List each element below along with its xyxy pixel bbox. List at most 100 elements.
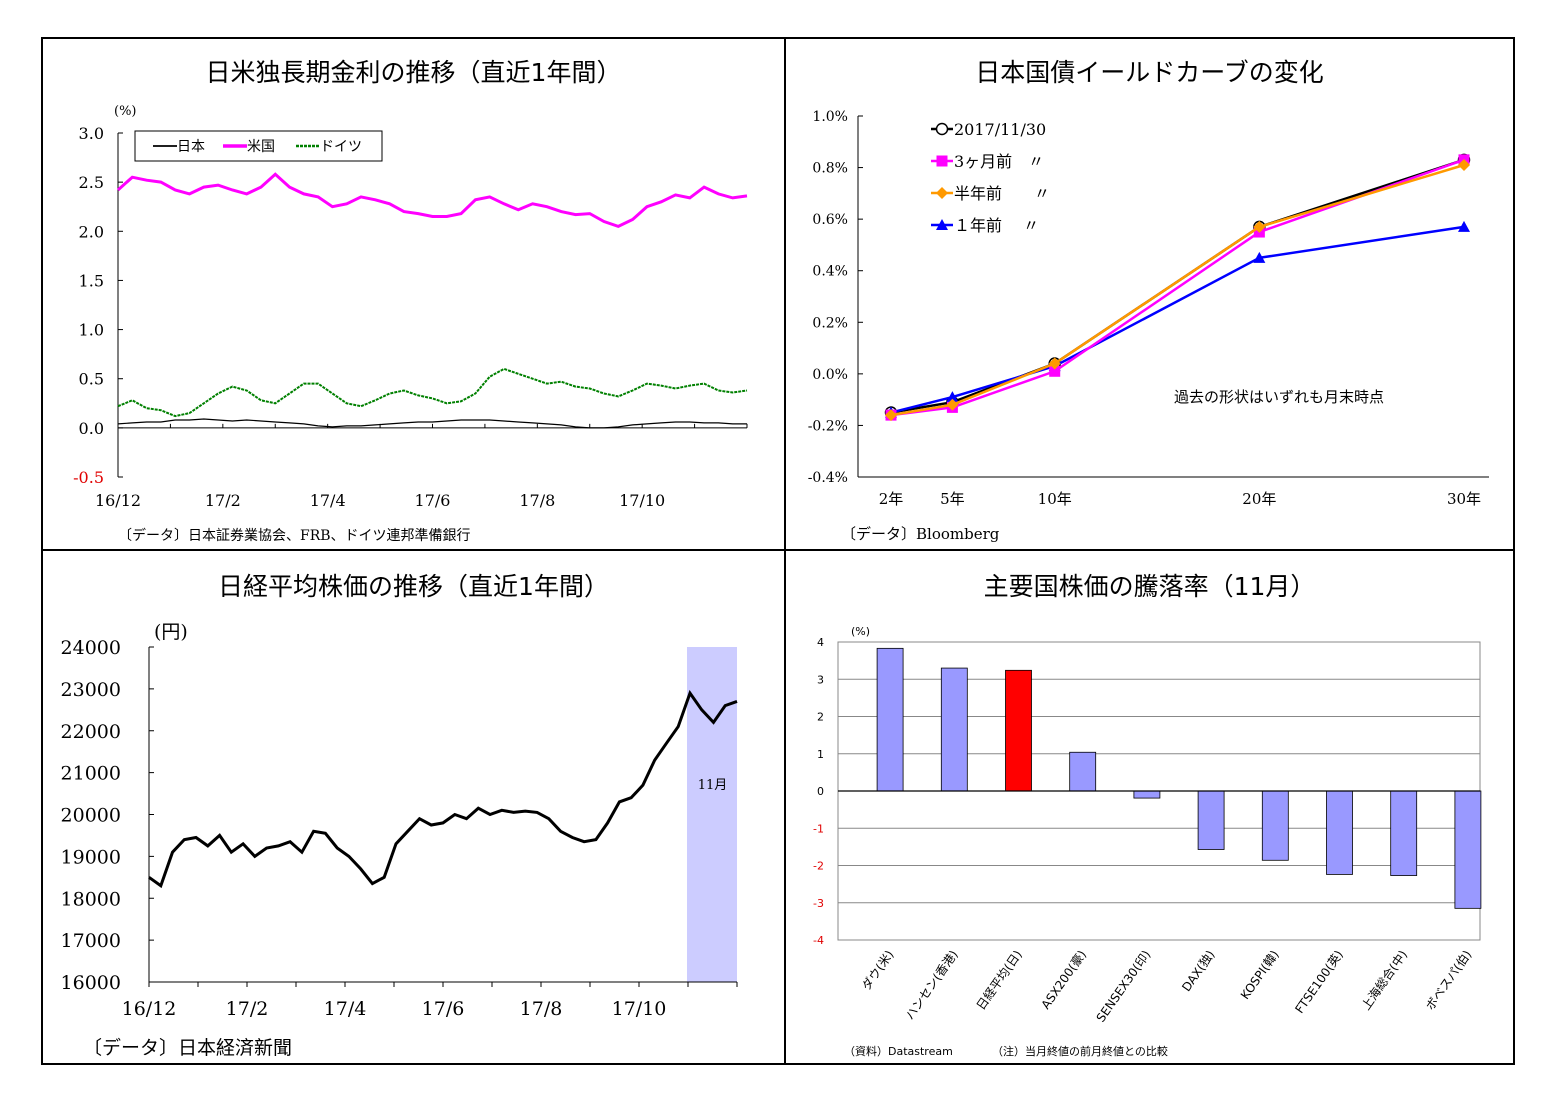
source-note-world: （資料）Datastream (844, 1045, 953, 1058)
y-tick-label: 17000 (61, 930, 121, 952)
y-tick-label: 0.0% (812, 367, 848, 383)
y-tick-label: 0.8% (812, 161, 848, 177)
data-point (885, 409, 897, 422)
x-tick-label: 10年 (1038, 490, 1072, 508)
x-tick-label: 17/6 (415, 491, 451, 510)
y-tick-label: -0.2% (808, 418, 848, 434)
y-tick-label: 24000 (61, 637, 121, 659)
legend-label: 3ヶ月前 〃 (954, 152, 1044, 171)
y-tick-label: 0.5 (79, 370, 104, 389)
x-tick-label: 17/2 (226, 998, 269, 1020)
y-tick-label: 19000 (61, 846, 121, 868)
y-tick-label: 21000 (61, 763, 121, 785)
y-unit-label: (%) (851, 625, 870, 638)
y-tick-label: 0.4% (812, 264, 848, 280)
series-line (116, 172, 748, 229)
divider-horizontal (41, 549, 1515, 551)
y-tick-label: -3 (813, 897, 824, 910)
y-tick-label: 1.0 (79, 321, 104, 340)
x-tick-label: FTSE100(英) (1292, 948, 1346, 1016)
chart-title-yield: 日本国債イールドカーブの変化 (975, 58, 1324, 87)
panel-yield-curve: 日本国債イールドカーブの変化 1.0% 0.8% 0.6% 0.4% 0.2% 0.0% -… (786, 39, 1513, 549)
x-tick-label: 30年 (1447, 490, 1481, 508)
source-note-yield: 〔データ〕Bloomberg (841, 525, 1000, 543)
series-line (117, 418, 747, 429)
bar (1069, 751, 1097, 792)
x-tick-label: DAX(独) (1179, 948, 1217, 994)
chart-title-nikkei: 日経平均株価の推移（直近1年間） (218, 572, 609, 601)
x-tick-label: ダウ(米) (858, 947, 896, 993)
y-tick-label: 3 (817, 673, 824, 686)
x-tick-label: ハンセン(香港) (903, 948, 961, 1023)
y-tick-label: 0.2% (812, 315, 848, 331)
series-line (117, 367, 748, 418)
x-tick-label: SENSEX30(印) (1094, 948, 1154, 1025)
source-note-rates: 〔データ〕日本証券業協会、FRB、ドイツ連邦準備銀行 (118, 528, 471, 544)
legend-label: ドイツ (320, 139, 362, 155)
x-tick-label: 2年 (879, 490, 904, 508)
x-tick-label: 17/10 (619, 491, 665, 510)
data-point (1253, 251, 1266, 263)
x-tick-label: ボベスパ(伯) (1422, 947, 1474, 1013)
x-tick-label: 日経平均(日) (974, 948, 1025, 1013)
x-tick-label: 16/12 (122, 998, 177, 1020)
legend-label: 日本 (177, 139, 205, 155)
y-tick-label: 23000 (61, 679, 121, 701)
y-tick-label: 1.0% (812, 109, 848, 125)
y-tick-label: -2 (813, 860, 824, 873)
annotation: 過去の形状はいずれも月末時点 (1174, 388, 1384, 406)
x-tick-label: 16/12 (95, 491, 141, 510)
x-tick-label: 17/6 (422, 998, 465, 1020)
chart-yield: 1.0% 0.8% 0.6% 0.4% 0.2% 0.0% -0.2% -0.4% 2年 5年 10… (808, 109, 1489, 508)
y-tick-label: 0.0 (79, 419, 104, 438)
bar (1197, 790, 1225, 850)
y-tick-label: 1.5 (79, 271, 104, 290)
data-point (1458, 158, 1470, 171)
x-tick-label: 上海総合(中) (1358, 947, 1410, 1012)
data-point (1049, 365, 1061, 377)
y-tick-label: 18000 (61, 888, 121, 910)
chart-title-rates: 日米独長期金利の推移（直近1年間） (205, 58, 622, 87)
chart-world: 4 3 2 1 0 -1 -2 -3 -4 (%) ダウ(米) ハンセン(香港) 日経平均(日) ASX2… (813, 625, 1482, 1025)
y-tick-label: 2.5 (79, 173, 104, 192)
legend-marker (936, 187, 948, 199)
data-point (946, 391, 959, 403)
band-label: 11月 (698, 778, 728, 793)
data-point (1048, 357, 1061, 370)
y-tick-label: 4 (817, 636, 824, 649)
y-tick-label: 1 (817, 748, 824, 761)
data-point (1458, 220, 1470, 232)
legend-marker (935, 122, 949, 136)
y-tick-label: 22000 (61, 721, 121, 743)
bar (940, 667, 968, 792)
data-point (1253, 220, 1266, 233)
x-tick-label: 17/4 (324, 998, 367, 1020)
bar (1261, 790, 1289, 861)
y-tick-label: -1 (813, 822, 824, 835)
report-frame (41, 37, 1515, 1065)
x-tick-label: 17/10 (612, 998, 667, 1020)
y-tick-label: 3.0 (79, 124, 104, 143)
y-unit-label: (%) (114, 104, 137, 119)
legend-label: 半年前 〃 (954, 184, 1050, 203)
chart-nikkei: 11月 (円) 24000 23000 22000 21000 20000 19000 1800… (61, 621, 738, 1020)
x-tick-label: 17/4 (310, 491, 346, 510)
bar (1133, 790, 1161, 799)
y-tick-label: 2.0 (79, 222, 104, 241)
y-tick-label: 2 (817, 711, 824, 724)
data-point (946, 398, 959, 411)
y-tick-label: 20000 (61, 805, 121, 827)
legend-marker (936, 219, 948, 230)
divider-vertical (784, 37, 786, 1065)
bar (876, 647, 904, 792)
panel-nikkei: 日経平均株価の推移（直近1年間） 11月 (円) 24000 23000 22000 21… (43, 551, 784, 1063)
y-tick-label: 0 (817, 785, 824, 798)
y-tick-label: 16000 (61, 972, 121, 994)
y-tick-label: -0.5 (73, 468, 104, 487)
footnote-world: （注）当月終値の前月終値との比較 (992, 1045, 1168, 1058)
x-tick-label: 17/2 (205, 491, 241, 510)
bar (1326, 790, 1353, 875)
x-tick-label: 17/8 (519, 491, 555, 510)
legend-label: １年前 〃 (954, 216, 1039, 235)
x-tick-label: 20年 (1242, 490, 1276, 508)
